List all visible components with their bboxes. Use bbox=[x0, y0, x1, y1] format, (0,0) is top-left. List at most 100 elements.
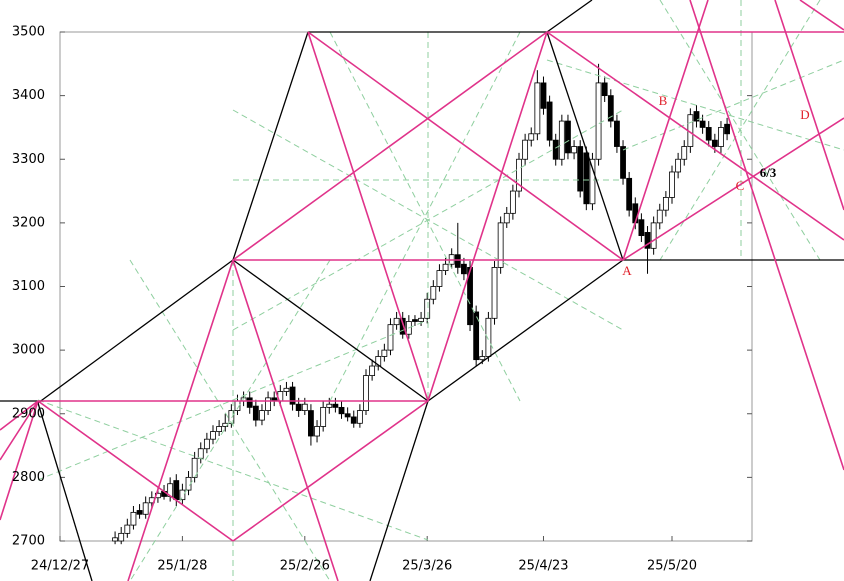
candle-body bbox=[565, 120, 571, 154]
candle-body bbox=[540, 82, 547, 109]
candle-body bbox=[424, 298, 431, 319]
candle-body bbox=[589, 158, 596, 205]
candle-body bbox=[179, 489, 186, 501]
candle-body bbox=[497, 222, 504, 268]
candle-body bbox=[601, 82, 608, 97]
candle-body bbox=[430, 286, 437, 300]
candle-body bbox=[461, 263, 467, 275]
candle-body bbox=[620, 146, 626, 179]
candle-body bbox=[724, 123, 730, 135]
candle-body bbox=[118, 532, 125, 542]
candle-body bbox=[558, 120, 565, 160]
candle-body bbox=[381, 349, 388, 357]
y-tick-label: 3100 bbox=[12, 279, 45, 294]
candle-body bbox=[662, 197, 669, 211]
annotation: A bbox=[622, 263, 632, 278]
candle-body bbox=[442, 263, 449, 271]
candle-body bbox=[252, 405, 259, 421]
labels: 2700 2800 2900 3000 3100 3200 3300 3400 3500 24/1… bbox=[12, 25, 810, 574]
y-tick-label: 3500 bbox=[12, 25, 45, 40]
y-tick-label: 3400 bbox=[12, 88, 45, 103]
candle-body bbox=[626, 177, 633, 211]
candle-body bbox=[332, 403, 339, 408]
candle-body bbox=[338, 406, 345, 415]
annotation: 6/3 bbox=[760, 165, 777, 180]
x-tick-label: 25/5/20 bbox=[647, 559, 697, 574]
candle-body bbox=[595, 82, 602, 160]
y-tick-label: 3300 bbox=[12, 152, 45, 167]
y-tick-label: 2900 bbox=[12, 406, 45, 421]
candle-body bbox=[216, 426, 223, 432]
candle-body bbox=[210, 431, 216, 440]
candle-body bbox=[681, 146, 688, 160]
candle-body bbox=[546, 101, 553, 141]
candle-body bbox=[320, 406, 327, 427]
candle-body bbox=[552, 139, 559, 160]
candle-body bbox=[363, 375, 369, 411]
candle-body bbox=[614, 120, 620, 147]
candle-body bbox=[350, 416, 357, 424]
candle-body bbox=[583, 152, 590, 205]
candle-body bbox=[265, 397, 271, 411]
candle-body bbox=[473, 311, 480, 361]
candle-body bbox=[650, 222, 657, 249]
candle-body bbox=[485, 317, 492, 357]
annotation: C bbox=[736, 178, 745, 193]
x-tick-label: 25/1/28 bbox=[157, 559, 207, 574]
candle-body bbox=[467, 267, 473, 326]
candle-body bbox=[308, 410, 314, 437]
candle-body bbox=[491, 267, 498, 319]
candle-body bbox=[436, 270, 443, 287]
candle-body bbox=[534, 82, 541, 135]
y-tick-label: 3200 bbox=[12, 215, 45, 230]
candle-body bbox=[124, 524, 131, 534]
y-tick-label: 2800 bbox=[12, 470, 45, 485]
candle-body bbox=[295, 403, 302, 411]
annotation: B bbox=[659, 93, 668, 108]
candle-body bbox=[142, 502, 149, 515]
candle-body bbox=[656, 209, 663, 224]
candle-body bbox=[669, 171, 675, 198]
annotation: D bbox=[800, 107, 809, 122]
candle-body bbox=[399, 317, 406, 335]
candle-body bbox=[259, 410, 265, 421]
candle-body bbox=[344, 413, 351, 418]
candle-body bbox=[191, 457, 198, 478]
x-tick-label: 25/2/26 bbox=[280, 559, 330, 574]
candle-body bbox=[130, 511, 137, 526]
candle-body bbox=[356, 410, 363, 424]
candle-body bbox=[369, 365, 376, 376]
candle-body bbox=[289, 386, 296, 405]
candle-body bbox=[283, 387, 290, 392]
candle-body bbox=[509, 190, 516, 214]
candle-body bbox=[644, 232, 651, 249]
candle-body bbox=[454, 254, 461, 268]
candle-body bbox=[711, 139, 718, 147]
candle-body bbox=[577, 146, 584, 192]
candle-body bbox=[516, 158, 522, 192]
candle-body bbox=[173, 480, 180, 501]
y-tick-label: 2700 bbox=[12, 534, 45, 549]
x-tick-label: 25/4/23 bbox=[518, 559, 568, 574]
candle-body bbox=[699, 120, 706, 128]
candle-body bbox=[412, 319, 418, 322]
x-tick-label: 25/3/26 bbox=[402, 559, 452, 574]
candle-body bbox=[112, 537, 118, 542]
plot-frame bbox=[59, 31, 753, 542]
candle-body bbox=[314, 426, 320, 437]
candle-body bbox=[571, 146, 577, 154]
candle-body bbox=[326, 403, 333, 408]
candle-body bbox=[705, 127, 712, 141]
candle-body bbox=[718, 127, 724, 147]
candle-body bbox=[503, 212, 510, 224]
candle-body bbox=[136, 510, 143, 515]
candle-body bbox=[607, 95, 614, 122]
candle-body bbox=[197, 448, 204, 459]
x-tick-label: 24/12/27 bbox=[31, 559, 89, 574]
candle-body bbox=[203, 438, 210, 450]
candle-body bbox=[387, 324, 394, 351]
candle-body bbox=[479, 356, 486, 361]
candle-body bbox=[638, 219, 645, 237]
